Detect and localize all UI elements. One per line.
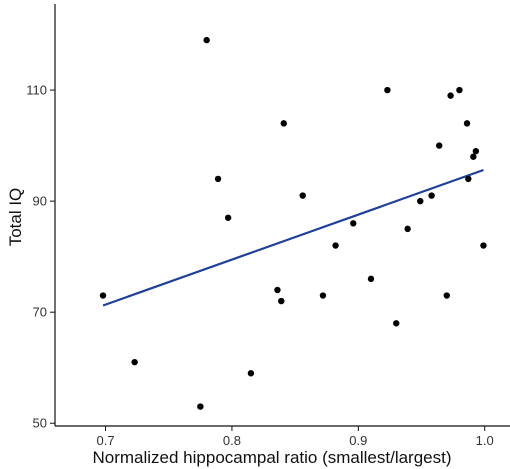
data-point bbox=[280, 120, 287, 127]
data-point bbox=[480, 242, 487, 249]
data-point bbox=[404, 225, 411, 233]
data-points bbox=[99, 36, 487, 410]
data-point bbox=[417, 197, 424, 205]
x-tick-label: 0.7 bbox=[97, 433, 115, 448]
data-point bbox=[99, 292, 107, 299]
data-point bbox=[224, 214, 232, 221]
fit-line-group bbox=[102, 168, 484, 307]
data-point bbox=[350, 220, 357, 227]
y-tick-label: 110 bbox=[26, 83, 47, 98]
data-point bbox=[299, 192, 306, 199]
y-axis-title: Total IQ bbox=[6, 188, 25, 247]
data-point bbox=[197, 403, 204, 410]
data-point bbox=[319, 292, 327, 299]
data-point bbox=[278, 297, 285, 305]
data-point bbox=[247, 370, 255, 377]
y-ticks: 50 70 90 110 bbox=[26, 83, 55, 431]
data-point bbox=[465, 175, 472, 183]
data-point bbox=[214, 175, 222, 183]
data-point bbox=[443, 292, 451, 299]
data-point bbox=[332, 242, 339, 249]
data-point bbox=[131, 358, 138, 366]
x-tick-label: 1.0 bbox=[476, 433, 494, 448]
data-point bbox=[203, 36, 210, 44]
y-tick-label: 90 bbox=[33, 194, 47, 209]
data-point bbox=[463, 120, 471, 127]
data-point bbox=[393, 320, 400, 327]
y-tick-label: 50 bbox=[33, 416, 47, 431]
data-point bbox=[436, 142, 443, 149]
x-axis-title: Normalized hippocampal ratio (smallest/l… bbox=[92, 448, 451, 467]
data-point bbox=[456, 86, 463, 94]
data-point bbox=[447, 92, 454, 99]
data-point bbox=[470, 153, 477, 160]
x-ticks: 0.7 0.8 0.9 1.0 bbox=[97, 426, 494, 448]
data-point bbox=[428, 192, 435, 199]
axes bbox=[54, 4, 510, 427]
x-tick-label: 0.8 bbox=[223, 433, 241, 448]
data-point bbox=[367, 275, 375, 283]
data-point bbox=[274, 286, 281, 294]
x-tick-label: 0.9 bbox=[349, 433, 367, 448]
data-point bbox=[384, 86, 391, 94]
regression-line bbox=[102, 168, 484, 307]
data-point bbox=[472, 147, 480, 155]
y-tick-label: 70 bbox=[33, 305, 47, 320]
